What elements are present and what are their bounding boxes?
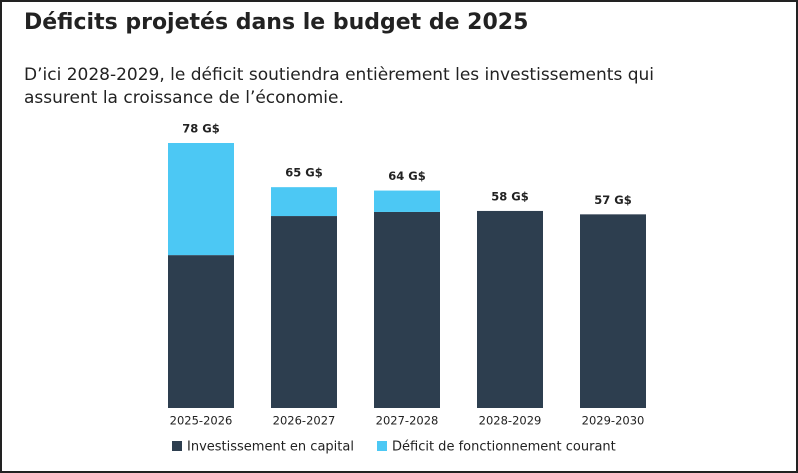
bar-segment xyxy=(168,143,234,256)
chart-title: Déficits projetés dans le budget de 2025 xyxy=(24,10,528,35)
subtitle: assurent la croissance de l’économie. xyxy=(24,88,344,108)
x-tick-label: 2025-2026 xyxy=(170,414,233,428)
legend-swatch xyxy=(172,441,182,451)
x-tick-label: 2029-2030 xyxy=(582,414,645,428)
bar-segment xyxy=(271,216,337,408)
x-tick-label: 2026-2027 xyxy=(273,414,336,428)
legend-label: Déficit de fonctionnement courant xyxy=(392,440,616,455)
bar-segment xyxy=(271,187,337,217)
x-tick-label: 2028-2029 xyxy=(479,414,542,428)
total-label: 57 G$ xyxy=(594,193,631,207)
subtitle: D’ici 2028-2029, le déficit soutiendra e… xyxy=(24,65,654,85)
bar-segment xyxy=(374,211,440,408)
legend-label: Investissement en capital xyxy=(187,440,354,455)
bar-segment xyxy=(477,210,543,408)
x-tick-label: 2027-2028 xyxy=(376,414,439,428)
total-label: 64 G$ xyxy=(388,169,425,183)
bar-segment xyxy=(168,255,234,408)
total-label: 58 G$ xyxy=(491,189,528,203)
total-label: 65 G$ xyxy=(285,166,322,180)
total-label: 78 G$ xyxy=(182,122,219,136)
bar-segment xyxy=(580,214,646,408)
bar-segment xyxy=(374,190,440,212)
legend-swatch xyxy=(377,441,387,451)
